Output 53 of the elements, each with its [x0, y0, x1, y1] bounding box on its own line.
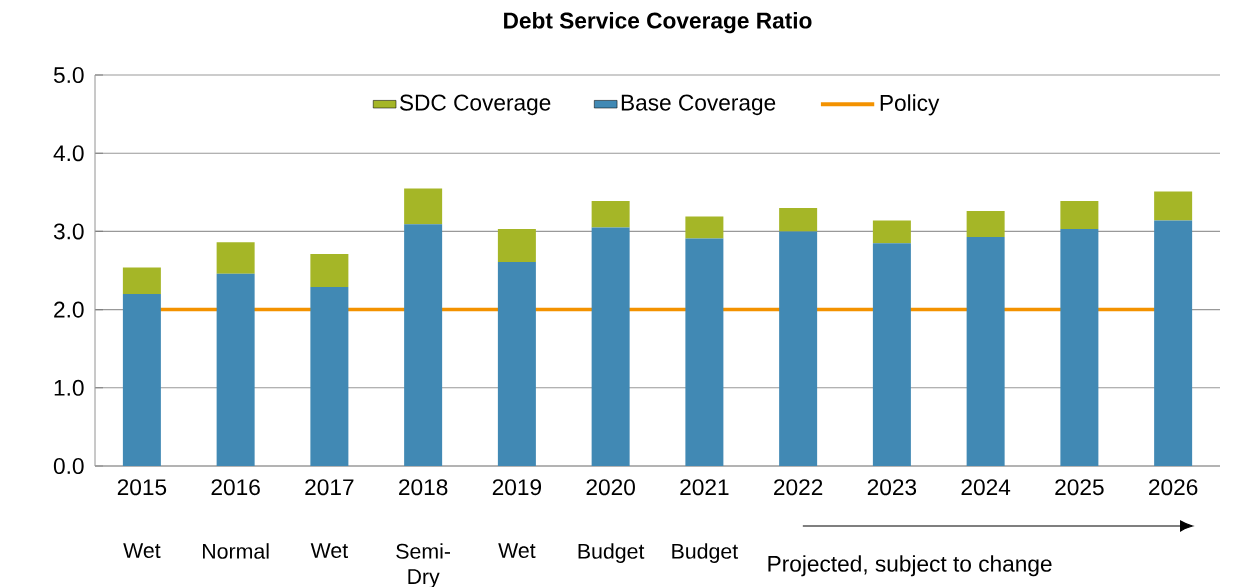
bar: [1060, 229, 1099, 466]
bar: [404, 188, 443, 225]
bar: [216, 242, 255, 274]
bar: [122, 293, 161, 466]
text: Normal: [203, 543, 269, 559]
bar: [1154, 220, 1193, 466]
chart-title: Debt Service Coverage Ratio: [504, 11, 812, 34]
bar: [591, 227, 630, 466]
y-tick-label: 0.0: [53, 457, 84, 475]
bar: [685, 216, 724, 239]
x-tick-label: 2023: [867, 479, 917, 496]
y-tick-label: 5.0: [53, 66, 84, 84]
legend-label: Policy: [880, 94, 940, 116]
bar: [310, 254, 349, 287]
text: Budget: [578, 543, 645, 564]
x-tick-label: 2021: [680, 479, 729, 496]
text: Wet: [123, 543, 161, 559]
x-tick-label: 2017: [305, 479, 354, 496]
bar: [404, 224, 443, 466]
x-tick-label: 2022: [774, 479, 823, 496]
y-tick-label: 3.0: [53, 223, 84, 240]
y-tick-label: 2.0: [54, 301, 84, 318]
legend-label: Base Coverage: [621, 94, 776, 116]
text: Wet: [310, 543, 348, 559]
text: Projected, subject to change: [768, 555, 1052, 577]
bar: [779, 207, 818, 232]
x-tick-label: 2024: [961, 479, 1011, 496]
text: Wet: [498, 543, 536, 559]
bar: [497, 261, 536, 466]
bar: [591, 200, 630, 228]
x-tick-label: 2018: [399, 479, 448, 496]
bar: [1154, 191, 1193, 221]
bar: [966, 211, 1005, 237]
x-tick-label: 2016: [211, 479, 260, 496]
bar: [1060, 200, 1099, 230]
x-tick-label: 2020: [586, 479, 635, 496]
y-tick-label: 4.0: [53, 145, 84, 162]
x-tick-label: 2025: [1055, 479, 1104, 496]
bar: [966, 236, 1005, 466]
text: Budget: [672, 543, 739, 564]
y-tick-label: 1.0: [54, 379, 84, 396]
bar: [872, 220, 911, 244]
legend-label: SDC Coverage: [399, 94, 551, 116]
x-tick-label: 2015: [117, 479, 167, 496]
x-tick-label: 2026: [1149, 479, 1198, 496]
bar: [779, 231, 818, 466]
bar: [685, 238, 724, 466]
x-tick-label: 2019: [492, 479, 542, 496]
bar: [122, 267, 161, 294]
bar: [310, 286, 349, 466]
bar: [872, 243, 911, 466]
bar: [216, 273, 255, 466]
bar: [497, 229, 536, 262]
